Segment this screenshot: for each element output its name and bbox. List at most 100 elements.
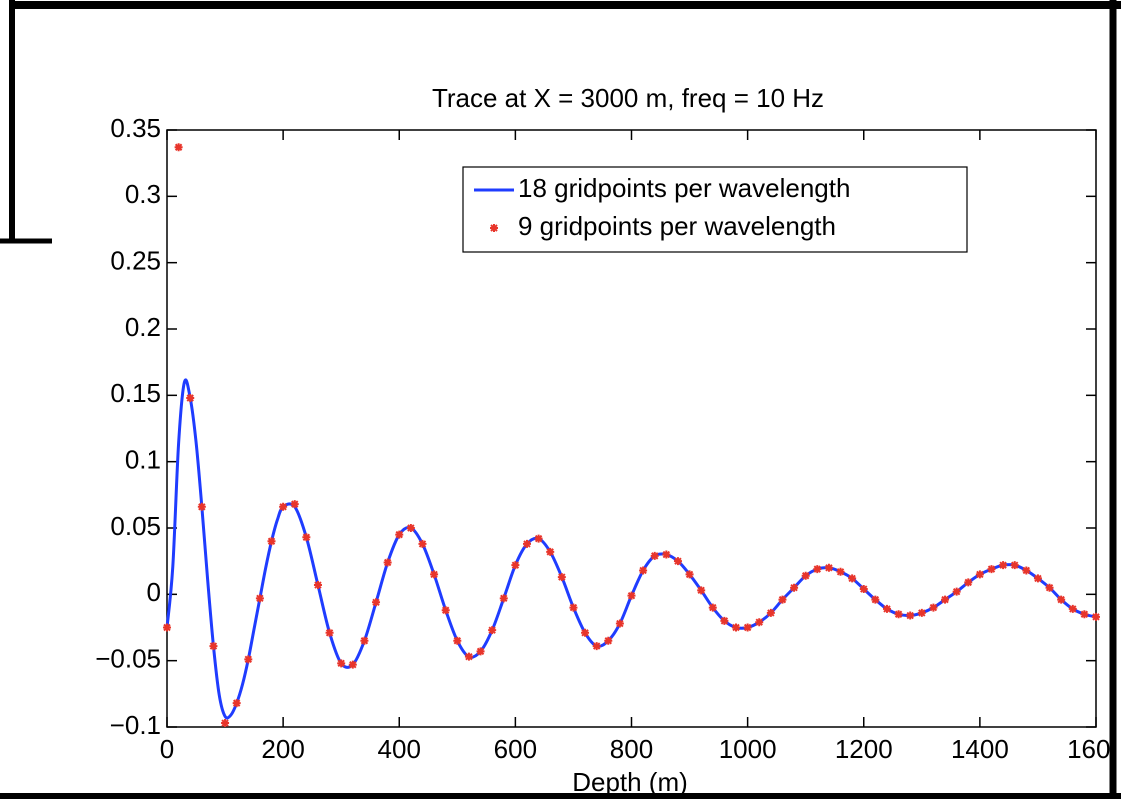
data-point: [186, 393, 195, 402]
data-point: [1010, 561, 1019, 570]
x-tick-label: 1200: [835, 734, 893, 764]
y-tick-label: 0.1: [125, 445, 161, 475]
data-point: [1080, 610, 1089, 619]
y-tick-label: 0: [147, 577, 161, 607]
data-point: [859, 585, 868, 594]
data-point: [871, 595, 880, 604]
data-point: [569, 603, 578, 612]
data-point: [313, 581, 322, 590]
y-tick-label: 0.2: [125, 312, 161, 342]
data-point: [1045, 583, 1054, 592]
data-point: [302, 533, 311, 542]
data-point: [464, 652, 473, 661]
data-point: [813, 565, 822, 574]
data-point: [441, 606, 450, 615]
data-point: [685, 570, 694, 579]
data-point: [987, 565, 996, 574]
x-tick-label: 0: [160, 734, 174, 764]
data-point: [766, 608, 775, 617]
data-point: [581, 628, 590, 637]
data-point: [221, 719, 230, 728]
data-point: [720, 616, 729, 625]
x-tick-label: 1400: [951, 734, 1009, 764]
legend-box: [462, 166, 968, 253]
data-point: [163, 623, 171, 632]
data-point: [708, 603, 717, 612]
data-point: [499, 594, 508, 603]
data-point: [255, 594, 264, 603]
data-point: [952, 587, 961, 596]
data-point: [1092, 612, 1100, 621]
data-point: [372, 598, 381, 607]
data-point: [383, 558, 392, 567]
data-point: [534, 534, 543, 543]
data-point: [337, 659, 346, 668]
data-point: [662, 550, 671, 559]
x-tick-label: 1000: [719, 734, 777, 764]
data-point: [929, 603, 938, 612]
data-point: [1022, 566, 1031, 575]
data-point: [604, 636, 613, 645]
data-point: [406, 524, 415, 532]
data-point: [941, 595, 950, 604]
x-axis-label: Depth (m): [572, 767, 688, 797]
data-point: [348, 660, 357, 669]
data-point: [790, 583, 799, 592]
data-point: [360, 636, 369, 645]
data-point: [325, 628, 334, 637]
legend-label: 18 gridpoints per wavelength: [518, 173, 850, 203]
y-tick-label: 0.15: [110, 378, 161, 408]
data-point: [557, 573, 566, 582]
legend-symbol: [490, 224, 498, 232]
data-point: [673, 557, 682, 566]
data-point: [476, 647, 485, 656]
data-point: [522, 539, 531, 548]
x-tick-label: 400: [378, 734, 421, 764]
data-point: [488, 626, 497, 635]
data-point: [755, 618, 764, 627]
data-point: [244, 655, 253, 664]
data-point: [279, 502, 288, 511]
x-tick-label: 600: [494, 734, 537, 764]
data-point: [267, 537, 276, 546]
y-tick-label: −0.05: [95, 644, 161, 674]
data-point: [1033, 574, 1042, 583]
data-point: [743, 623, 752, 632]
data-point: [964, 578, 973, 587]
data-point: [824, 563, 833, 572]
data-point: [174, 143, 183, 152]
data-point: [917, 608, 926, 617]
data-point: [615, 619, 624, 628]
y-tick-label: 0.25: [110, 246, 161, 276]
data-point: [453, 636, 462, 645]
data-point: [999, 561, 1008, 570]
data-point: [697, 586, 706, 595]
data-point: [848, 574, 857, 583]
data-point: [894, 610, 903, 619]
data-point: [290, 500, 299, 509]
x-tick-label: 200: [261, 734, 304, 764]
data-point: [430, 570, 439, 579]
data-point: [882, 604, 891, 613]
data-point: [232, 699, 241, 708]
x-tick-label: 800: [610, 734, 653, 764]
y-tick-label: 0.35: [110, 113, 161, 143]
data-point: [546, 547, 555, 556]
data-point: [732, 623, 741, 632]
data-point: [801, 571, 810, 580]
data-point: [650, 551, 659, 560]
chart-title: Trace at X = 3000 m, freq = 10 Hz: [432, 83, 824, 113]
data-point: [592, 642, 601, 651]
data-point: [197, 502, 206, 511]
y-tick-label: 0.05: [110, 511, 161, 541]
data-point: [778, 595, 787, 604]
data-point: [1068, 604, 1077, 613]
y-tick-label: 0.3: [125, 179, 161, 209]
y-tick-label: −0.1: [110, 710, 161, 740]
data-point: [511, 561, 520, 570]
data-point: [418, 539, 427, 548]
data-point: [627, 591, 636, 600]
data-point: [639, 566, 648, 575]
